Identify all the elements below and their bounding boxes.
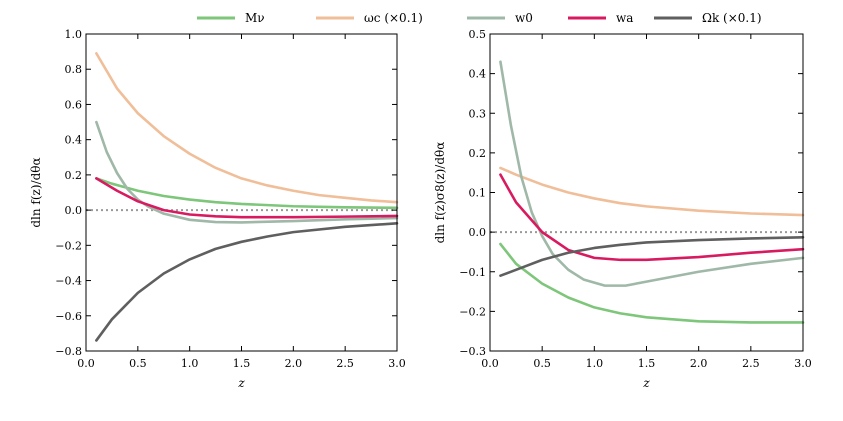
right-panel: 0.0 0.5 1.0 1.5 2.0 2.5 3.0 −0.3 −0.2 −0.1 0.0 0.1 0… [433, 28, 812, 390]
y-tick-label: 0.2 [65, 169, 83, 182]
y-tick-label: −0.1 [459, 266, 486, 279]
y-tick-label: −0.8 [55, 345, 82, 358]
y-tick-label: −0.6 [55, 310, 82, 323]
y-tick-label: 0.6 [65, 98, 83, 111]
plot-frame [489, 33, 804, 352]
x-tick-label: 2.0 [690, 357, 708, 370]
y-axis-label: dln f(z)σ8(z)/dθα [433, 142, 447, 244]
legend: Mν ωc (×0.1) w0 wa Ωk (×0.1) [197, 11, 762, 25]
y-axis-label: dln f(z)/dθα [29, 157, 43, 227]
x-axis-label: z [642, 376, 650, 390]
y-tick-label: −0.3 [459, 345, 486, 358]
legend-label-w0: w0 [515, 11, 533, 25]
x-tick-label: 3.0 [388, 357, 406, 370]
y-tick-label: −0.2 [55, 239, 82, 252]
y-tick-label: −0.2 [459, 305, 486, 318]
x-tick-label: 0.5 [129, 357, 147, 370]
series-line-omc [95, 52, 399, 204]
x-axis-label: z [237, 376, 245, 390]
series-line-Mnu [499, 242, 805, 324]
x-tick-label: 0.5 [533, 357, 551, 370]
series-line-wa [95, 177, 399, 219]
x-tick-label: 2.0 [285, 357, 303, 370]
x-tick-label: 1.0 [181, 357, 199, 370]
series-line-omc [499, 166, 805, 217]
x-tick-label: 2.5 [742, 357, 760, 370]
y-tick-label: −0.4 [55, 275, 82, 288]
series-line-Ok [95, 222, 399, 342]
y-tick-label: 0.1 [469, 187, 487, 200]
y-tick-label: 0.0 [469, 226, 487, 239]
y-tick-label: 0.5 [469, 28, 487, 41]
y-tick-label: 0.3 [469, 107, 487, 120]
x-tick-label: 0.0 [481, 357, 499, 370]
y-tick-label: 0.4 [65, 134, 83, 147]
y-tick-label: 0.8 [65, 63, 83, 76]
series-line-wa [499, 173, 805, 262]
x-tick-label: 0.0 [77, 357, 95, 370]
series-line-w0 [95, 120, 399, 224]
x-tick-label: 2.5 [336, 357, 354, 370]
legend-label-Mnu: Mν [245, 11, 265, 25]
legend-label-omc: ωc (×0.1) [364, 11, 423, 25]
series-line-Ok [499, 235, 805, 278]
y-tick-label: 1.0 [65, 28, 83, 41]
y-tick-label: 0.2 [469, 147, 487, 160]
legend-label-wa: wa [616, 11, 633, 25]
x-tick-label: 1.5 [638, 357, 656, 370]
left-panel: 0.0 0.5 1.0 1.5 2.0 2.5 3.0 −0.8 −0.6 −0.4 −0.2 0.0… [29, 28, 406, 390]
series-line-w0 [499, 60, 805, 287]
y-tick-label: 0.0 [65, 204, 83, 217]
x-tick-label: 3.0 [794, 357, 812, 370]
x-tick-label: 1.5 [233, 357, 251, 370]
x-tick-label: 1.0 [586, 357, 604, 370]
y-tick-label: 0.4 [469, 68, 487, 81]
legend-label-Ok: Ωk (×0.1) [702, 11, 762, 25]
